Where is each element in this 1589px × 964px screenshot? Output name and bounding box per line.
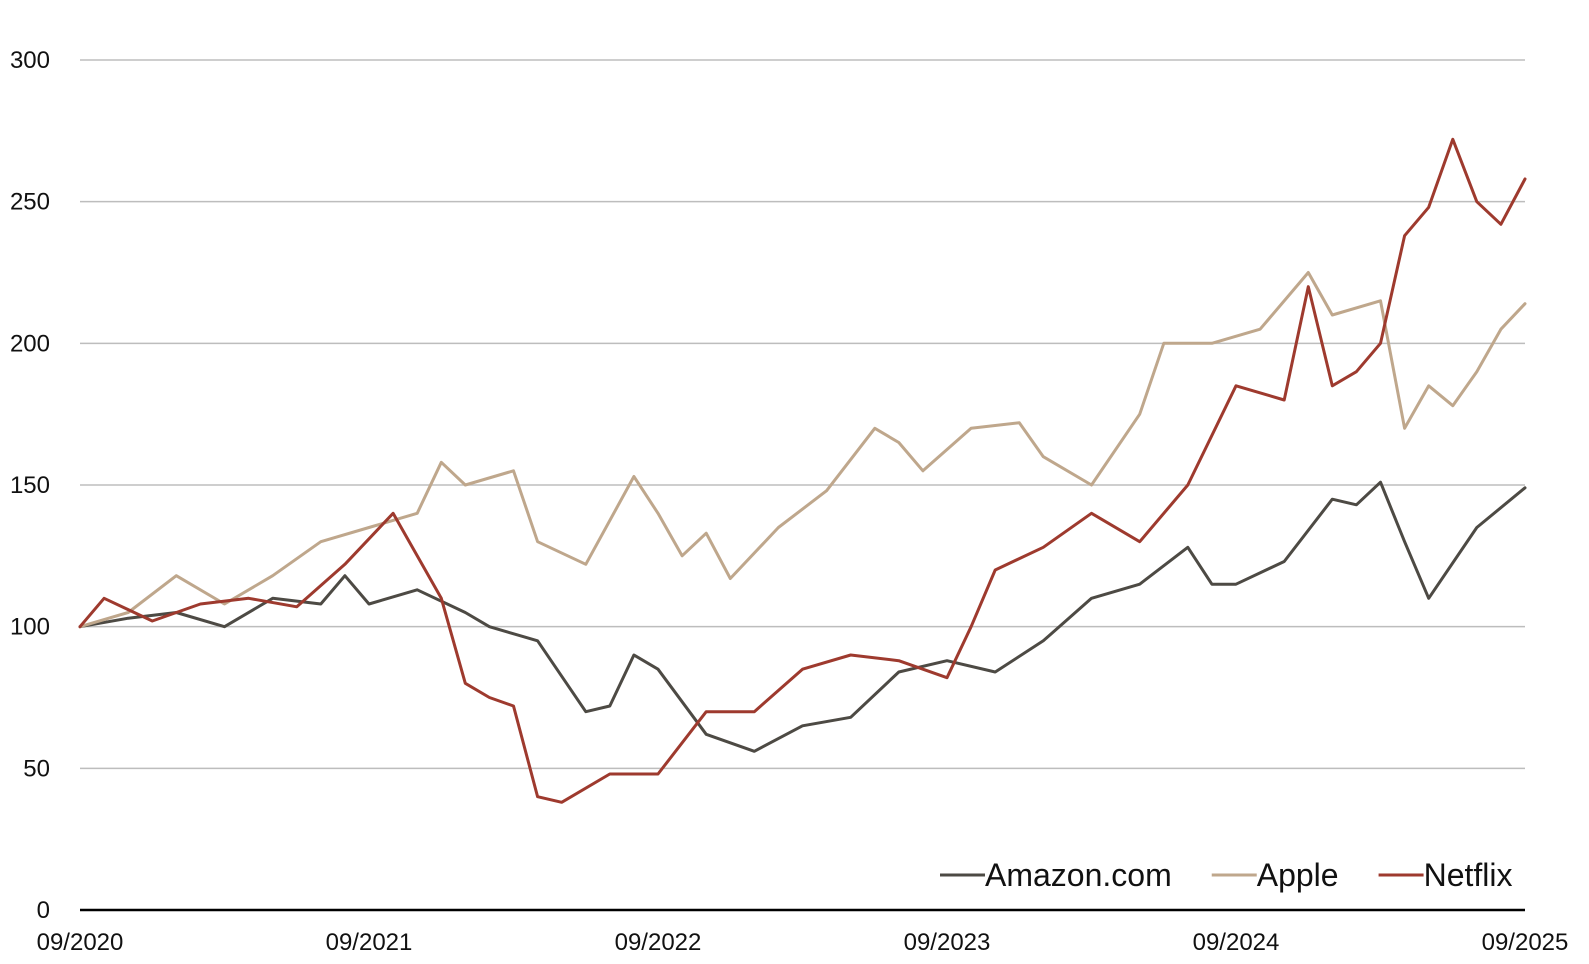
x-tick-label: 09/2022 bbox=[615, 929, 702, 956]
y-tick-label: 0 bbox=[37, 897, 50, 924]
gridlines bbox=[80, 59, 1525, 770]
series-line-apple bbox=[78, 271, 1527, 629]
y-tick-label: 150 bbox=[10, 472, 50, 499]
y-tick-label: 200 bbox=[10, 330, 50, 357]
legend-label: Netflix bbox=[1424, 857, 1513, 893]
y-tick-label: 100 bbox=[10, 614, 50, 641]
series-line-amazon-com bbox=[78, 480, 1527, 753]
y-tick-label: 50 bbox=[23, 755, 50, 782]
series-line-netflix bbox=[78, 137, 1527, 804]
y-axis-ticks: 0 50 100 150 200 250 300 bbox=[10, 47, 50, 924]
x-tick-label: 09/2024 bbox=[1193, 929, 1280, 956]
legend-label: Amazon.com bbox=[985, 857, 1172, 893]
x-tick-label: 09/2020 bbox=[37, 929, 124, 956]
y-tick-label: 250 bbox=[10, 189, 50, 216]
legend-label: Apple bbox=[1257, 857, 1339, 893]
x-axis-ticks: 09/2020 09/2021 09/2022 09/2023 09/2024 09/20… bbox=[37, 929, 1569, 956]
x-tick-label: 09/2021 bbox=[326, 929, 413, 956]
y-tick-label: 300 bbox=[10, 47, 50, 74]
legend: Amazon.com Apple Netflix bbox=[940, 857, 1512, 893]
series-lines bbox=[78, 137, 1527, 804]
x-tick-label: 09/2025 bbox=[1482, 929, 1569, 956]
x-tick-label: 09/2023 bbox=[904, 929, 991, 956]
